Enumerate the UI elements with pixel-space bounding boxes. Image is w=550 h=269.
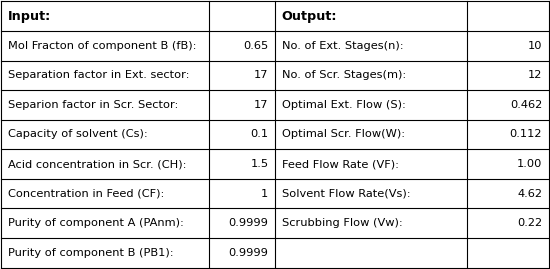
Text: No. of Ext. Stages(n):: No. of Ext. Stages(n): — [282, 41, 403, 51]
Text: Concentration in Feed (CF):: Concentration in Feed (CF): — [8, 189, 164, 199]
Text: Output:: Output: — [282, 10, 337, 23]
Text: Capacity of solvent (Cs):: Capacity of solvent (Cs): — [8, 129, 148, 140]
Text: 17: 17 — [254, 70, 268, 80]
Text: 10: 10 — [527, 41, 542, 51]
Text: 4.62: 4.62 — [517, 189, 542, 199]
Text: Mol Fracton of component B (fB):: Mol Fracton of component B (fB): — [8, 41, 196, 51]
Text: No. of Scr. Stages(m):: No. of Scr. Stages(m): — [282, 70, 406, 80]
Text: 1: 1 — [261, 189, 268, 199]
Text: Purity of component A (PAnm):: Purity of component A (PAnm): — [8, 218, 184, 228]
Text: Optimal Ext. Flow (S):: Optimal Ext. Flow (S): — [282, 100, 405, 110]
Text: 1.5: 1.5 — [250, 159, 268, 169]
Text: 0.1: 0.1 — [250, 129, 268, 140]
Text: Separation factor in Ext. sector:: Separation factor in Ext. sector: — [8, 70, 189, 80]
Text: Optimal Scr. Flow(W):: Optimal Scr. Flow(W): — [282, 129, 405, 140]
Text: 17: 17 — [254, 100, 268, 110]
Text: Purity of component B (PB1):: Purity of component B (PB1): — [8, 248, 174, 258]
Text: 0.65: 0.65 — [243, 41, 268, 51]
Text: 0.462: 0.462 — [510, 100, 542, 110]
Text: 0.22: 0.22 — [517, 218, 542, 228]
Text: Scrubbing Flow (Vw):: Scrubbing Flow (Vw): — [282, 218, 402, 228]
Text: 1.00: 1.00 — [516, 159, 542, 169]
Text: 0.9999: 0.9999 — [229, 218, 268, 228]
Text: 0.9999: 0.9999 — [229, 248, 268, 258]
Text: 0.112: 0.112 — [509, 129, 542, 140]
Text: Separion factor in Scr. Sector:: Separion factor in Scr. Sector: — [8, 100, 178, 110]
Text: Input:: Input: — [8, 10, 51, 23]
Text: Solvent Flow Rate(Vs):: Solvent Flow Rate(Vs): — [282, 189, 410, 199]
Text: Feed Flow Rate (VF):: Feed Flow Rate (VF): — [282, 159, 399, 169]
Text: Acid concentration in Scr. (CH):: Acid concentration in Scr. (CH): — [8, 159, 186, 169]
Text: 12: 12 — [527, 70, 542, 80]
